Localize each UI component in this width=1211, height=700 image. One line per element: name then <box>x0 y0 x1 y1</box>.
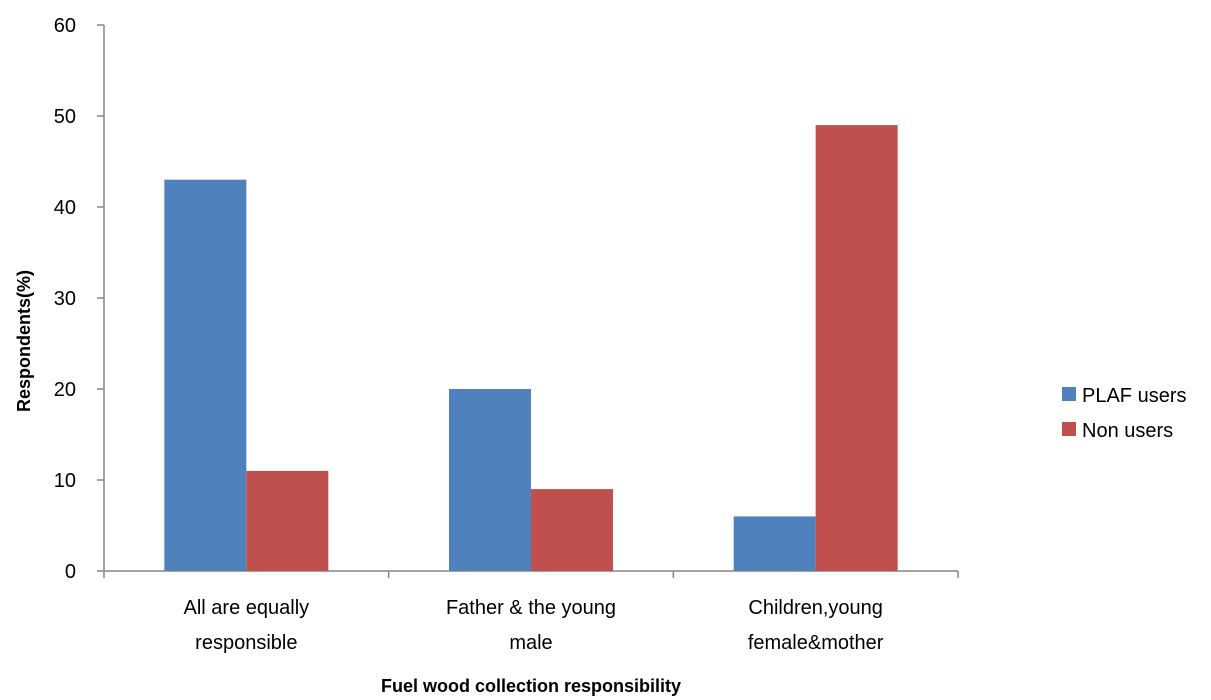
bar-non-users-1 <box>246 470 329 571</box>
x-category-label: All are equally <box>184 597 310 619</box>
legend-label: PLAF users <box>1082 385 1186 407</box>
x-category-label: responsible <box>195 632 297 654</box>
legend: PLAF users Non users <box>1062 385 1186 442</box>
y-tick-label: 50 <box>54 106 76 128</box>
bar-non-users-3 <box>815 125 898 571</box>
legend-swatch <box>1062 387 1076 401</box>
x-axis-title: Fuel wood collection responsibility <box>381 676 681 696</box>
bars <box>164 125 898 571</box>
y-tick-label: 40 <box>54 197 76 219</box>
bar-plaf-users-2 <box>449 389 531 571</box>
y-tick-label: 0 <box>65 561 76 583</box>
category-labels: All are equally responsible Father & the y… <box>184 597 884 654</box>
y-axis: 0 10 20 30 40 50 60 <box>54 15 105 583</box>
y-tick-label: 60 <box>54 15 76 37</box>
y-tick-label: 30 <box>54 288 76 310</box>
y-tick-label: 10 <box>54 470 76 492</box>
y-axis-title: Respondents(%) <box>14 270 34 412</box>
bar-plaf-users-3 <box>733 516 816 571</box>
bar-non-users-2 <box>531 489 613 571</box>
x-category-label: Children,young <box>748 597 883 619</box>
x-category-label: male <box>509 632 552 654</box>
x-category-label: female&mother <box>748 632 884 654</box>
y-tick-label: 20 <box>54 379 76 401</box>
legend-swatch <box>1062 422 1076 436</box>
x-axis <box>103 570 959 578</box>
legend-label: Non users <box>1082 420 1173 442</box>
x-category-label: Father & the young <box>446 597 616 619</box>
bar-plaf-users-1 <box>164 179 247 571</box>
